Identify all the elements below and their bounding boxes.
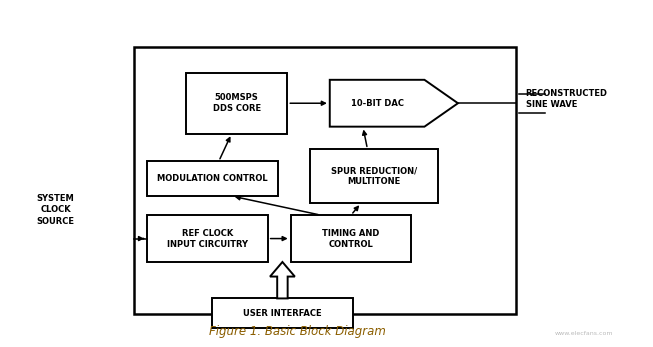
Bar — [291, 215, 411, 262]
Bar — [147, 215, 268, 262]
Text: TIMING AND
CONTROL: TIMING AND CONTROL — [323, 229, 379, 248]
Text: REF CLOCK
INPUT CIRCUITRY: REF CLOCK INPUT CIRCUITRY — [167, 229, 248, 248]
Text: USER INTERFACE: USER INTERFACE — [243, 309, 322, 318]
Text: MODULATION CONTROL: MODULATION CONTROL — [157, 174, 268, 183]
Text: 10-BIT DAC: 10-BIT DAC — [351, 99, 404, 108]
Bar — [134, 47, 516, 314]
Bar — [147, 161, 278, 196]
Text: RECONSTRUCTED
SINE WAVE: RECONSTRUCTED SINE WAVE — [526, 89, 608, 109]
Text: www.elecfans.com: www.elecfans.com — [555, 331, 614, 336]
Polygon shape — [270, 262, 295, 298]
Text: Figure 1. Basic Block Diagram: Figure 1. Basic Block Diagram — [209, 325, 385, 338]
Bar — [186, 73, 287, 134]
Bar — [212, 298, 353, 328]
Bar — [310, 149, 438, 203]
Text: SPUR REDUCTION/
MULTITONE: SPUR REDUCTION/ MULTITONE — [331, 166, 417, 186]
Text: SYSTEM
CLOCK
SOURCE: SYSTEM CLOCK SOURCE — [37, 194, 74, 226]
Polygon shape — [330, 80, 458, 127]
Text: 500MSPS
DDS CORE: 500MSPS DDS CORE — [213, 93, 261, 113]
